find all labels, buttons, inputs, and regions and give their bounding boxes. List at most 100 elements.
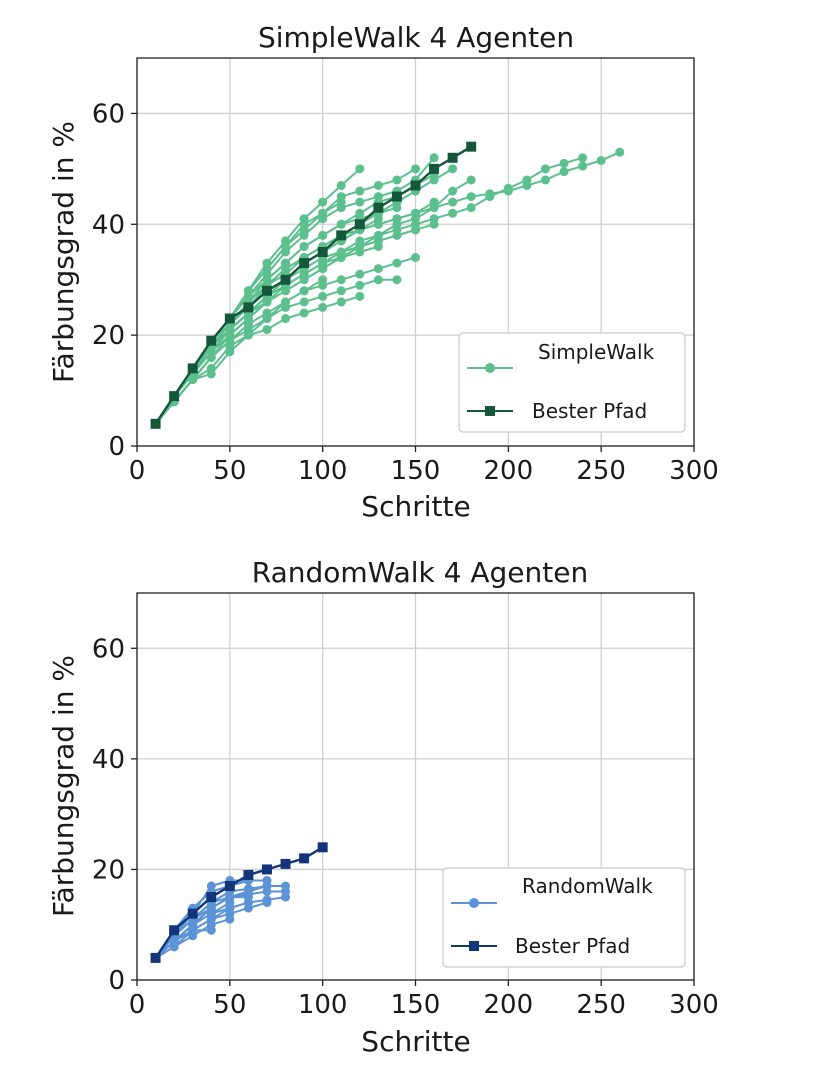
- best-path-point: [354, 219, 365, 230]
- run-point: [169, 936, 179, 946]
- run-point: [392, 258, 402, 268]
- run-point: [299, 225, 309, 235]
- run-point: [318, 197, 328, 207]
- x-tick-label: 300: [669, 990, 719, 1020]
- run-point: [336, 275, 346, 285]
- best-path-point: [466, 141, 477, 152]
- run-series: [151, 219, 439, 429]
- run-point: [318, 291, 328, 301]
- run-point: [373, 180, 383, 190]
- legend-box: [442, 867, 686, 968]
- best-path-point: [391, 191, 402, 202]
- best-path-point: [206, 335, 217, 346]
- run-point: [336, 253, 346, 263]
- best-path-point: [150, 418, 161, 429]
- run-point: [540, 164, 550, 174]
- run-line: [154, 179, 472, 425]
- run-point: [392, 175, 402, 185]
- legend-best-label: Bester Pfad: [532, 399, 647, 423]
- run-point: [448, 197, 458, 207]
- run-point: [243, 330, 253, 340]
- x-tick-label: 150: [391, 990, 441, 1020]
- run-point: [336, 197, 346, 207]
- run-point: [578, 153, 588, 163]
- run-line: [154, 278, 397, 425]
- run-point: [299, 275, 309, 285]
- best-path-point: [429, 163, 440, 174]
- run-point: [485, 192, 495, 202]
- run-point: [373, 275, 383, 285]
- legend-best-marker: [485, 406, 495, 416]
- best-path-point: [187, 363, 198, 374]
- run-point: [281, 887, 291, 897]
- best-path-point: [261, 285, 272, 296]
- y-tick-label: 20: [92, 855, 125, 885]
- run-line: [154, 278, 324, 425]
- run-series: [151, 175, 476, 429]
- run-point: [281, 297, 291, 307]
- run-point: [411, 164, 420, 174]
- run-point: [559, 158, 569, 168]
- chart-title: RandomWalk 4 Agenten: [252, 556, 588, 589]
- run-point: [373, 264, 383, 274]
- best-path-point: [224, 313, 235, 324]
- run-point: [262, 297, 272, 307]
- legend-runs-marker: [469, 898, 479, 908]
- run-point: [188, 374, 198, 384]
- run-line: [154, 173, 435, 425]
- run-point: [299, 308, 309, 318]
- run-line: [154, 295, 361, 425]
- x-tick-label: 200: [484, 990, 534, 1020]
- best-path-point: [187, 908, 198, 919]
- legend: SimpleWalk Bester Pfad: [458, 332, 686, 433]
- run-series: [151, 275, 328, 429]
- run-point: [503, 183, 513, 193]
- run-point: [262, 314, 272, 324]
- x-tick-label: 0: [129, 456, 146, 486]
- run-point: [281, 241, 291, 251]
- best-path-point: [169, 925, 180, 936]
- best-path-point: [280, 858, 291, 869]
- best-path-point: [336, 230, 347, 241]
- run-point: [448, 208, 458, 218]
- x-tick-label: 100: [298, 990, 348, 1020]
- run-series: [151, 203, 402, 429]
- run-point: [206, 347, 216, 357]
- run-line: [154, 168, 454, 425]
- run-point: [355, 208, 365, 218]
- x-tick-label: 50: [213, 990, 246, 1020]
- run-point: [615, 147, 625, 157]
- best-path-point: [150, 952, 161, 963]
- x-tick-label: 250: [576, 456, 626, 486]
- legend-runs-marker: [485, 363, 495, 373]
- best-path-point: [206, 892, 217, 903]
- run-point: [392, 203, 402, 213]
- best-path-point: [280, 274, 291, 285]
- run-point: [225, 914, 235, 924]
- x-tick-label: 100: [298, 456, 348, 486]
- ticks: 0 50 100 150 200 250 300 0 20 40 60: [92, 634, 719, 1020]
- chart-title: SimpleWalk 4 Agenten: [258, 21, 574, 54]
- y-axis-label: Färbungsgrad in %: [47, 121, 80, 383]
- x-tick-label: 200: [484, 456, 534, 486]
- run-point: [355, 269, 365, 279]
- run-point: [373, 241, 383, 251]
- run-point: [206, 903, 216, 913]
- best-path-point: [317, 842, 328, 853]
- run-point: [336, 297, 346, 307]
- run-point: [411, 225, 420, 235]
- run-point: [262, 881, 272, 891]
- x-axis-label: Schritte: [361, 1025, 470, 1058]
- y-tick-label: 20: [92, 321, 125, 351]
- run-point: [448, 186, 458, 196]
- best-path-point: [373, 202, 384, 213]
- best-path-series: [150, 141, 477, 429]
- run-point: [392, 230, 402, 240]
- run-point: [411, 208, 420, 218]
- ticks: 0 50 100 150 200 250 300 0 20 40 60: [92, 99, 719, 486]
- best-path-point: [243, 302, 254, 313]
- run-point: [299, 241, 309, 251]
- randomwalk-chart: RandomWalk 4 Agenten 0 50 100 150 200 250 3000…: [47, 556, 719, 1058]
- y-tick-label: 0: [108, 966, 125, 996]
- series-layer: [150, 842, 328, 963]
